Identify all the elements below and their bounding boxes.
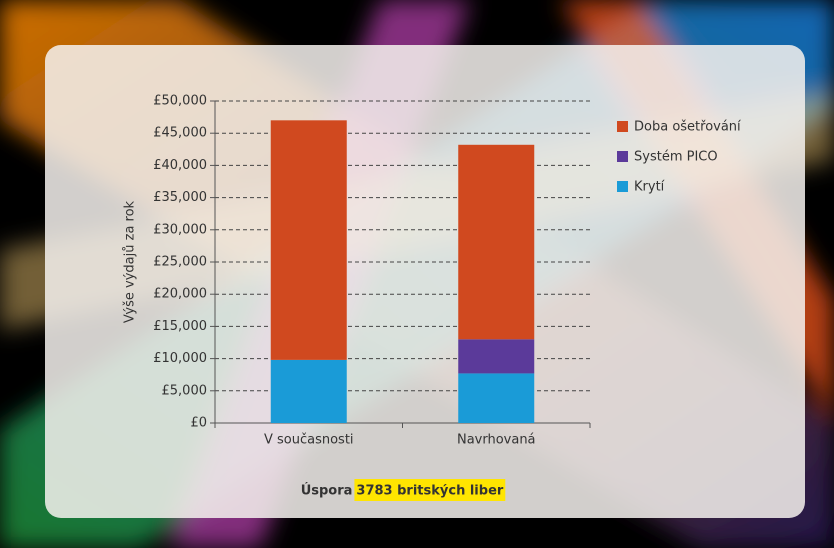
annotation-highlight: 3783 britských liber	[356, 484, 503, 499]
y-tick-label: £35,000	[153, 190, 207, 205]
bar-segment	[271, 360, 347, 423]
y-tick-label: £40,000	[153, 158, 207, 173]
y-tick-label: £0	[190, 416, 207, 431]
legend-swatch	[617, 151, 628, 162]
legend-label: Krytí	[634, 180, 665, 195]
legend-label: Systém PICO	[634, 150, 718, 165]
y-tick-label: £50,000	[153, 94, 207, 109]
y-axis-label: Výše výdajů za rok	[123, 200, 138, 323]
legend-swatch	[617, 181, 628, 192]
y-tick-label: £15,000	[153, 319, 207, 334]
y-tick-label: £10,000	[153, 351, 207, 366]
bar-segment	[458, 373, 534, 423]
legend-label: Doba ošetřování	[634, 120, 741, 135]
y-tick-label: £20,000	[153, 287, 207, 302]
y-tick-label: £5,000	[162, 383, 208, 398]
panel	[45, 45, 805, 518]
annotation-prefix: Úspora	[301, 483, 353, 499]
y-tick-label: £30,000	[153, 222, 207, 237]
chart: Výše výdajů za rok Úspora 3783 britských…	[0, 0, 834, 548]
screenshot: Výše výdajů za rok Úspora 3783 britských…	[0, 0, 834, 548]
y-tick-label: £25,000	[153, 255, 207, 270]
bar-segment	[458, 145, 534, 339]
bar-segment	[458, 339, 534, 373]
y-tick-label: £45,000	[153, 126, 207, 141]
legend-swatch	[617, 121, 628, 132]
bar-segment	[271, 120, 347, 360]
x-tick-label: V současnosti	[264, 433, 354, 448]
x-tick-label: Navrhovaná	[457, 433, 536, 448]
